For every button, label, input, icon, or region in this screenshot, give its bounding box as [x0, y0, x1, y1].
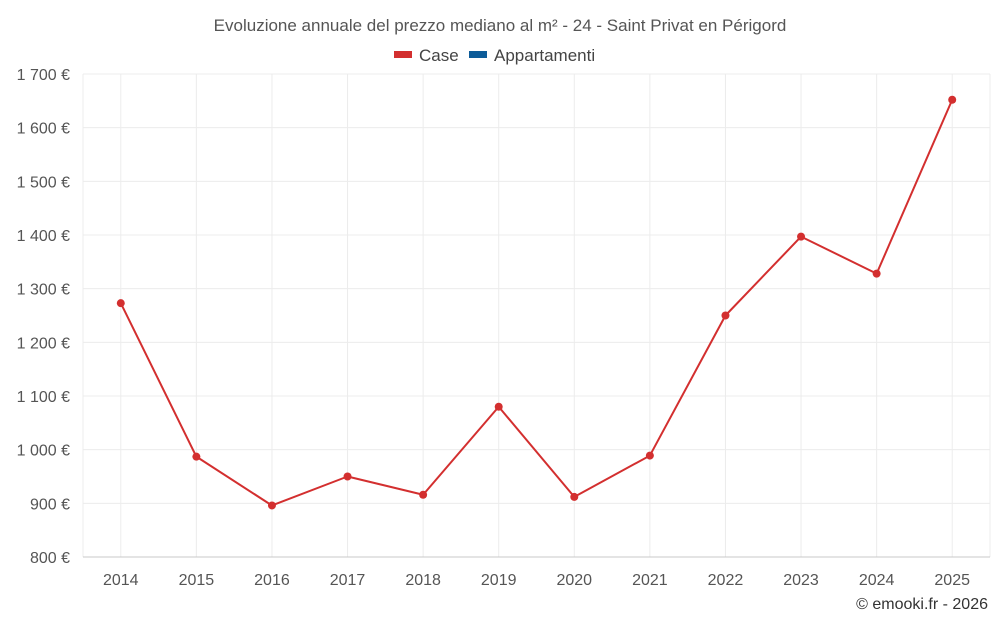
data-point-case-2021[interactable]: [645, 451, 654, 460]
y-tick-label: 1 300 €: [17, 282, 70, 299]
series-line-case: [119, 99, 954, 507]
x-tick-label: 2023: [783, 572, 819, 589]
legend-item-appartamenti[interactable]: Appartamenti: [469, 46, 595, 65]
x-tick-label: 2017: [330, 572, 366, 589]
x-tick-label: 2022: [708, 572, 744, 589]
x-axis: 2014 2015 2016 2017 2018 2019 2020 2021 2022 2023…: [83, 556, 990, 589]
data-point-case-2020[interactable]: [570, 492, 579, 501]
data-point-case-2017[interactable]: [343, 472, 352, 481]
data-point-case-2024[interactable]: [872, 269, 881, 278]
y-tick-label: 1 200 €: [17, 335, 70, 352]
y-tick-label: 1 000 €: [17, 443, 70, 460]
data-point-case-2018[interactable]: [419, 490, 428, 499]
credit-text: © emooki.fr - 2026: [856, 596, 988, 613]
x-tick-label: 2018: [405, 572, 441, 589]
data-point-case-2016[interactable]: [267, 501, 276, 510]
x-tick-label: 2015: [179, 572, 215, 589]
data-point-case-2019[interactable]: [494, 402, 503, 411]
data-point-case-2022[interactable]: [721, 311, 730, 320]
x-tick-label: 2024: [859, 572, 895, 589]
x-tick-label: 2019: [481, 572, 517, 589]
series-case: [116, 95, 957, 510]
legend-item-case[interactable]: Case: [394, 46, 459, 65]
y-tick-label: 900 €: [30, 496, 70, 513]
legend-label-case: Case: [419, 46, 459, 65]
legend-swatch-appartamenti: [469, 51, 487, 58]
data-point-case-2015[interactable]: [192, 452, 201, 461]
legend-swatch-case: [394, 51, 412, 58]
data-point-case-2014[interactable]: [116, 299, 125, 308]
x-tick-label: 2020: [556, 572, 592, 589]
y-tick-label: 1 600 €: [17, 121, 70, 138]
grid: [82, 73, 991, 557]
y-axis: 800 € 900 € 1 000 € 1 100 € 1 200 € 1 300 € 1 …: [17, 67, 70, 567]
y-tick-label: 1 400 €: [17, 228, 70, 245]
y-tick-label: 1 700 €: [17, 67, 70, 84]
y-tick-label: 800 €: [30, 550, 70, 567]
y-tick-label: 1 500 €: [17, 174, 70, 191]
x-tick-label: 2021: [632, 572, 668, 589]
data-point-case-2023[interactable]: [797, 232, 806, 241]
legend: Case Appartamenti: [394, 46, 595, 65]
x-tick-label: 2014: [103, 572, 139, 589]
y-tick-label: 1 100 €: [17, 389, 70, 406]
x-tick-label: 2025: [934, 572, 970, 589]
x-tick-label: 2016: [254, 572, 290, 589]
data-point-case-2025[interactable]: [948, 95, 957, 104]
legend-label-appartamenti: Appartamenti: [494, 46, 595, 65]
chart-title: Evoluzione annuale del prezzo mediano al…: [214, 16, 787, 35]
